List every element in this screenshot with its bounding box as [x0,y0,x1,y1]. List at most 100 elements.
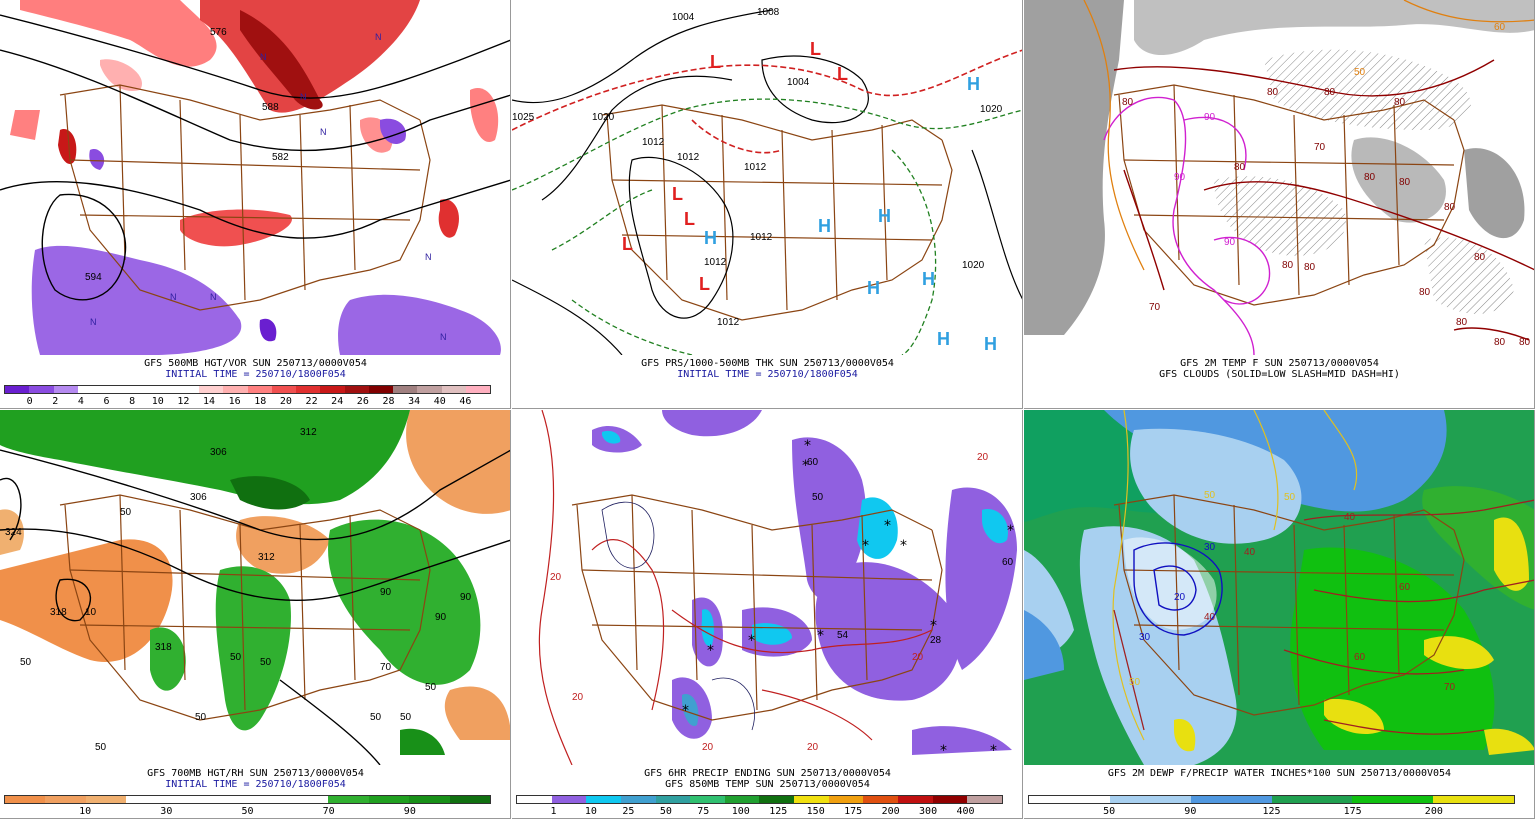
colorbar-swatch [223,386,248,393]
panel-init-time: INITIAL TIME = 250710/1800F054 [165,779,346,790]
colorbar-swatch [1352,796,1393,803]
contour-label: 90 [435,612,447,623]
colorbar-swatch [5,796,46,803]
dewpoint-red-contours [1113,499,1534,735]
contour-label: 80 [1494,337,1506,348]
colorbar-swatch [287,796,329,803]
colorbar-tick-label: 25 [622,806,635,817]
contour-label: 1020 [592,112,615,123]
colorbar-swatch [1109,796,1151,803]
contour-label: 10 [85,607,97,618]
colorbar-swatch [655,796,691,803]
colorbar-tick-label: 75 [697,806,710,817]
svg-text:*: * [1007,523,1014,539]
contour-label: 50 [120,507,132,518]
contour-label: 1012 [750,232,773,243]
contour-label: 1004 [672,12,695,23]
colorbar-swatch [102,386,127,393]
colorbar-tick-label: 90 [403,806,416,817]
colorbar-tick-label: 6 [103,396,110,407]
high-center: H [984,334,997,354]
contour-label: 1012 [744,162,767,173]
colorbar-swatch [465,386,490,393]
map-dewpoint-pwat: 30 40 40 40 50 50 60 60 70 20 30 50 [1024,410,1534,765]
colorbar-tick-label: 4 [77,396,84,407]
colorbar-ticks: 0 2 4 6 8 10 12 14 16 18 20 22 24 26 28 34 40 46 [4,396,491,408]
colorbar-tick-label: 2 [52,396,59,407]
colorbar-tick-label: 14 [203,396,216,407]
panel-prs-thickness[interactable]: 1004 1008 1004 1020 1025 1012 1012 1012 … [512,0,1023,409]
contour-label: 1025 [512,112,535,123]
low-center: L [837,64,848,84]
contour-label: 588 [262,102,279,113]
colorbar-tick-label: 40 [433,396,446,407]
height-contours [0,14,510,301]
contour-label: 318 [155,642,172,653]
colorbar-swatch [166,796,208,803]
panel-caption: GFS 500MB HGT/VOR SUN 250713/0000V054 [144,358,367,369]
contour-label: 60 [807,457,819,468]
contour-label: 28 [930,635,942,646]
panel-500mb-hgt-vor[interactable]: N N N N N N N N N 582 588 594 576 GFS 500MB HG… [0,0,511,409]
rh-contour-labels: 50 50 50 318 318 312 312 306 306 324 50 … [5,427,472,753]
panel-2m-temp-clouds[interactable]: 80 80 80 80 80 80 80 80 80 90 90 90 80 7… [1024,0,1535,409]
high-center: H [937,329,950,349]
panel-6hr-precip-850-temp[interactable]: * * * * * * * * * * * * * 20 20 20 20 20 54 28 6… [512,410,1023,819]
temp-contour-labels: 80 80 80 80 80 80 80 80 80 90 90 90 80 7… [1122,22,1531,348]
contour-label: 576 [210,27,227,38]
contour-label: 20 [807,742,819,753]
svg-text:N: N [320,127,327,137]
contour-label: 90 [460,592,472,603]
colorbar-swatch [207,796,248,803]
temp-orange-contours [1083,0,1534,271]
colorbar-tick-label: 50 [659,806,672,817]
svg-text:*: * [900,538,907,554]
contour-label: 20 [550,572,562,583]
contour-label: 40 [1344,512,1356,523]
svg-text:N: N [170,292,177,302]
state-borders [601,104,953,321]
pressure-centers: L L L L L L L H H H H H H H H [622,39,997,354]
temp-dark-red-contours [1113,59,1534,341]
svg-text:*: * [707,643,714,659]
panel-caption: GFS 700MB HGT/RH SUN 250713/0000V054 [147,768,364,779]
colorbar-swatch [368,796,410,803]
low-center: L [699,274,710,294]
panel-700mb-hgt-rh[interactable]: 50 50 50 318 318 312 312 306 306 324 50 … [0,410,511,819]
colorbar-swatch [85,796,127,803]
svg-text:*: * [817,628,824,644]
contour-label: 306 [190,492,207,503]
contour-label: 50 [370,712,382,723]
colorbar-tick-label: 46 [459,396,472,407]
rh-moist-areas [0,410,481,755]
colorbar-swatch [150,386,175,393]
dewpoint-yellow-contours [1112,410,1358,741]
colorbar-ticks: 50 90 125 175 200 [1028,806,1515,818]
svg-text:N: N [440,332,447,342]
colorbar-swatch [759,796,795,803]
colorbar-tick-label: 200 [1424,806,1443,817]
panel-2m-dewp-precip-water[interactable]: 30 40 40 40 50 50 60 60 70 20 30 50 GFS … [1024,410,1535,819]
panel-subcaption: GFS 850MB TEMP SUN 250713/0000V054 [665,779,870,790]
contour-label: 40 [1244,547,1256,558]
contour-label: 30 [1139,632,1151,643]
colorbar-swatch [1473,796,1515,803]
colorbar-tick-label: 300 [919,806,938,817]
colorbar-swatch [5,386,30,393]
map-pressure-thickness: 1004 1008 1004 1020 1025 1012 1012 1012 … [512,0,1022,355]
map-500mb-vorticity: N N N N N N N N N 582 588 594 576 [0,0,510,355]
colorbar-ticks: 1 10 25 50 75 100 125 150 175 200 300 400 [516,806,1003,818]
high-center: H [818,216,831,236]
colorbar-swatch [126,796,167,803]
temp-850-contours [538,410,933,765]
panel-init-time: INITIAL TIME = 250710/1800F054 [677,369,858,380]
colorbar-swatch [344,386,369,393]
contour-label: 1008 [757,7,780,18]
colorbar-tick-label: 30 [160,806,173,817]
colorbar-swatch [724,796,760,803]
colorbar-swatch [794,796,829,803]
dewpoint-contour-labels: 30 40 40 40 50 50 60 60 70 20 30 50 [1129,490,1456,693]
colorbar-swatch [29,386,54,393]
colorbar-swatch [1150,796,1191,803]
